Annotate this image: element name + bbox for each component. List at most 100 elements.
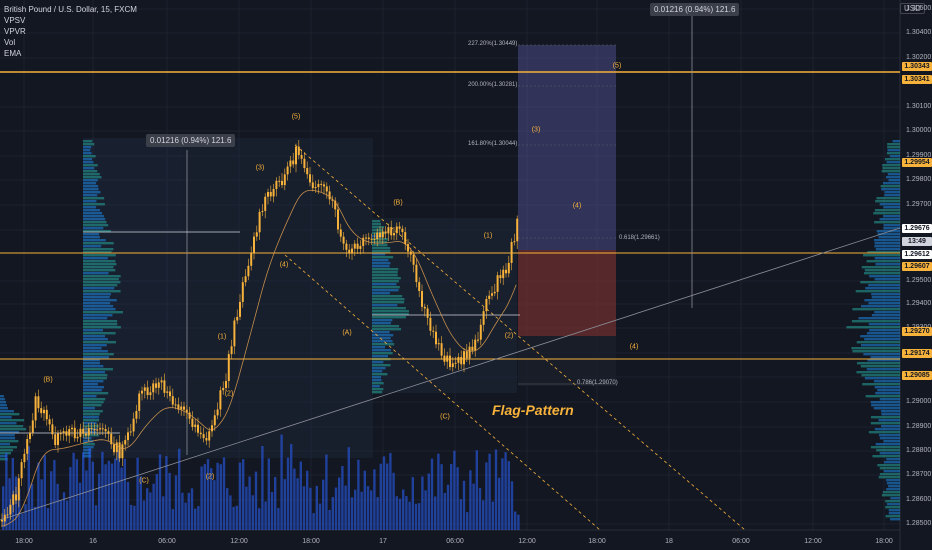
volume-bar — [62, 492, 66, 530]
candle-body — [432, 330, 435, 332]
candle-body — [26, 439, 29, 454]
profile-bar — [876, 230, 900, 233]
volume-bar — [21, 513, 24, 530]
volume-bar — [162, 496, 165, 530]
profile-bar — [867, 359, 900, 362]
candle-body — [395, 226, 398, 234]
candle-body — [239, 301, 241, 317]
profile-bar — [372, 292, 390, 295]
volume-bar — [274, 477, 277, 530]
candle-body — [29, 432, 31, 440]
volume-bar — [139, 476, 142, 530]
profile-bar — [890, 497, 900, 500]
candle-body — [227, 354, 230, 382]
profile-bar — [83, 332, 116, 335]
volume-bar — [226, 488, 229, 530]
profile-bar — [83, 377, 107, 380]
wave-label: (B) — [393, 199, 403, 207]
profile-bar — [866, 368, 900, 371]
volume-bar — [344, 485, 347, 530]
volume-bar — [482, 500, 485, 530]
currency-selector[interactable]: USD — [900, 3, 925, 14]
indicator-vpsv[interactable]: VPSV — [4, 16, 26, 25]
indicator-ema[interactable]: EMA — [4, 49, 22, 58]
profile-bar — [890, 518, 900, 521]
indicator-vol[interactable]: Vol — [4, 38, 16, 47]
volume-bar — [165, 456, 168, 530]
profile-bar — [879, 473, 900, 476]
time-tick: 18:00 — [302, 538, 320, 545]
wave-label: (1) — [483, 232, 493, 240]
volume-bar — [418, 503, 421, 530]
profile-bar — [83, 344, 107, 347]
candle-body — [166, 391, 169, 393]
volume-bar — [306, 470, 309, 530]
profile-bar — [860, 335, 900, 338]
candle-body — [216, 409, 219, 416]
profile-bar — [83, 203, 105, 206]
profile-bar — [83, 410, 103, 413]
candle-body — [337, 209, 339, 230]
profile-bar — [372, 241, 388, 244]
candle-body — [454, 362, 457, 364]
volume-bar — [187, 492, 190, 530]
symbol-title[interactable]: British Pound / U.S. Dollar, 15, FXCM — [4, 5, 137, 14]
wave-label: (5) — [291, 113, 301, 121]
profile-bar — [883, 215, 900, 218]
indicator-vpvr[interactable]: VPVR — [4, 27, 26, 36]
candle-body — [155, 383, 157, 388]
volume-bar — [290, 444, 293, 530]
profile-bar — [871, 314, 900, 317]
price-tag: 1.29270 — [902, 327, 932, 336]
time-tick: 12:00 — [804, 538, 822, 545]
volume-bar — [434, 496, 437, 530]
profile-bar — [886, 458, 900, 461]
price-tick: 1.28500 — [906, 520, 932, 527]
profile-bar — [372, 316, 406, 319]
candle-body — [101, 428, 104, 430]
profile-bar — [83, 224, 109, 227]
candle-body — [367, 237, 370, 240]
profile-bar — [875, 263, 900, 266]
candle-body — [48, 419, 51, 425]
profile-bar — [83, 218, 106, 221]
profile-bar — [83, 305, 114, 308]
profile-bar — [0, 443, 10, 446]
volume-bar — [398, 498, 402, 530]
candle-body — [208, 431, 211, 441]
profile-bar — [879, 218, 900, 221]
profile-bar — [870, 401, 900, 404]
volume-bar — [94, 505, 98, 530]
profile-bar — [83, 239, 106, 242]
volume-bar — [158, 454, 162, 530]
candle-body — [292, 160, 295, 165]
candle-body — [1, 520, 3, 522]
wave-label: (3) — [255, 164, 265, 172]
profile-bar — [858, 317, 900, 320]
wave-label: (B) — [43, 376, 53, 384]
candle-body — [269, 191, 272, 197]
profile-bar — [885, 506, 900, 509]
profile-bar — [83, 368, 113, 371]
price-tick: 1.29900 — [906, 152, 932, 159]
profile-bar — [871, 293, 900, 296]
volume-bar — [110, 463, 114, 530]
profile-bar — [83, 149, 91, 152]
profile-bar — [372, 331, 390, 334]
profile-bar — [876, 197, 900, 200]
candle-body — [87, 428, 90, 436]
volume-bar — [322, 479, 325, 530]
candle-body — [365, 237, 367, 239]
candle-body — [65, 431, 68, 436]
candle-body — [491, 293, 493, 296]
candle-body — [334, 200, 337, 210]
profile-bar — [883, 182, 900, 185]
volume-bar — [350, 497, 354, 530]
profile-bar — [880, 410, 900, 413]
profile-bar — [372, 229, 384, 232]
profile-bar — [83, 251, 112, 254]
volume-bar — [2, 486, 5, 530]
profile-bar — [864, 338, 900, 341]
candle-body — [474, 339, 477, 351]
